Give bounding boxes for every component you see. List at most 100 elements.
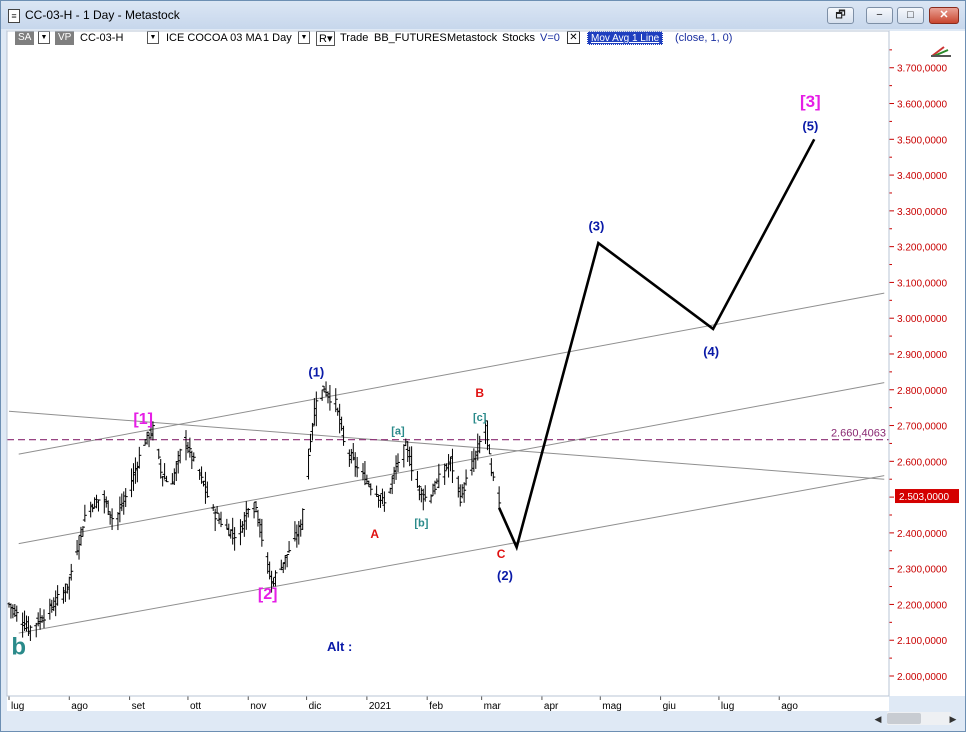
ohlc-bar <box>123 488 128 508</box>
x-tick-label: nov <box>250 701 266 712</box>
volume-label: V=0 <box>540 32 560 44</box>
ohlc-bar <box>156 448 161 460</box>
ohlc-bar <box>462 482 467 503</box>
ohlc-bar <box>396 453 400 473</box>
restore-button[interactable]: 🗗 <box>827 7 854 24</box>
title-bar[interactable]: ≡ CC-03-H - 1 Day - Metastock 🗗 − □ ✕ <box>1 1 965 29</box>
minimize-button[interactable]: − <box>866 7 893 24</box>
ohlc-bar <box>187 437 192 458</box>
ohlc-bar <box>450 448 455 483</box>
wave-label: [1] <box>133 411 153 428</box>
wave-label: Alt : <box>327 639 352 654</box>
ohlc-bar <box>374 485 379 497</box>
ohlc-bar <box>254 501 259 512</box>
x-tick-label: giu <box>663 701 676 712</box>
ohlc-bar <box>28 625 33 641</box>
plot-frame <box>6 30 890 697</box>
y-tick-label: 3.700,0000 <box>897 64 947 75</box>
x-tick-label: ago <box>71 701 88 712</box>
wave-label: [a] <box>391 425 405 437</box>
trend-line[interactable] <box>18 382 885 545</box>
ohlc-bar <box>341 425 346 446</box>
ohlc-bar <box>436 463 441 489</box>
y-tick-label: 3.000,0000 <box>897 314 947 325</box>
ohlc-bar <box>464 469 469 486</box>
ohlc-bar <box>178 448 183 464</box>
ohlc-bar <box>287 541 292 553</box>
ohlc-bar <box>382 491 387 512</box>
scroll-left-icon[interactable]: ◀ <box>874 714 882 724</box>
indicator-params: (close, 1, 0) <box>675 32 733 44</box>
y-tick-label: 3.400,0000 <box>897 171 947 182</box>
y-tick-label: 2.300,0000 <box>897 565 947 576</box>
trend-line[interactable] <box>18 475 885 634</box>
ohlc-bar <box>191 452 196 462</box>
ohlc-bar <box>314 391 319 427</box>
trend-line[interactable] <box>8 410 885 480</box>
wave-label: (3) <box>588 219 604 234</box>
horizontal-scrollbar[interactable] <box>887 712 951 725</box>
ohlc-bar <box>42 609 47 629</box>
scroll-thumb[interactable] <box>887 713 921 724</box>
ohlc-bar <box>110 508 115 530</box>
x-tick-label: apr <box>544 701 559 712</box>
x-tick-label: feb <box>429 701 443 712</box>
chart-toolbar: SA ▼ VP CC-03-H ▼ ICE COCOA 03 MA 1 Day … <box>7 30 889 48</box>
ohlc-bar <box>232 527 237 551</box>
maximize-button[interactable]: □ <box>897 7 924 24</box>
chart-tools-icon[interactable] <box>931 46 951 57</box>
price-scale-area <box>889 31 965 696</box>
app-label: Metastock <box>447 32 498 44</box>
ohlc-bar <box>205 481 210 498</box>
r-dropdown-label: R <box>319 33 327 45</box>
ohlc-bar <box>487 444 492 455</box>
wave-label: A <box>370 527 379 541</box>
ohlc-bar <box>432 480 437 495</box>
ohlc-bar <box>477 435 482 454</box>
ohlc-bar <box>82 504 87 522</box>
x-tick-label: lug <box>11 701 24 712</box>
scroll-right-icon[interactable]: ▶ <box>949 714 957 724</box>
ohlc-bar <box>69 563 74 581</box>
y-tick-label: 2.400,0000 <box>897 529 947 540</box>
vp-button[interactable]: VP <box>55 31 75 45</box>
y-tick-label: 3.500,0000 <box>897 135 947 146</box>
y-tick-label: 2.800,0000 <box>897 386 947 397</box>
source-label: BB_FUTURES <box>374 32 447 44</box>
ohlc-bar <box>80 526 85 537</box>
ohlc-bar <box>423 485 428 502</box>
sa-button[interactable]: SA <box>15 31 35 45</box>
ohlc-bar <box>164 475 169 483</box>
ohlc-bar <box>362 461 367 486</box>
wave-label: B <box>475 386 484 400</box>
wave-label: (5) <box>802 118 818 133</box>
mode-label: Trade <box>340 32 369 44</box>
period-label: 1 Day <box>263 32 292 44</box>
x-tick-label: mag <box>602 701 621 712</box>
symbol-label: CC-03-H <box>80 32 124 44</box>
ohlc-bar <box>55 585 60 606</box>
y-tick-label: 3.300,0000 <box>897 207 947 218</box>
projection-path[interactable] <box>497 138 816 552</box>
x-tick-label: mar <box>484 701 502 712</box>
wave-label: [3] <box>800 92 821 111</box>
ohlc-bar <box>491 471 496 482</box>
ohlc-bar <box>442 463 447 485</box>
ohlc-bar <box>158 458 163 479</box>
ohlc-bar <box>145 431 150 445</box>
close-button[interactable]: ✕ <box>929 7 959 24</box>
wave-label: b <box>11 634 26 661</box>
ohlc-bar <box>368 483 373 496</box>
y-tick-label: 3.600,0000 <box>897 100 947 111</box>
ohlc-bar <box>300 508 305 530</box>
ohlc-bar <box>409 446 414 481</box>
x-tick-label: set <box>132 701 146 712</box>
x-tick-label: ago <box>781 701 798 712</box>
ohlc-bar <box>417 485 422 501</box>
ohlc-bar <box>327 385 332 411</box>
trend-line[interactable] <box>18 292 885 455</box>
last-price-label: 2.503,0000 <box>899 492 949 503</box>
x-tick-label: 2021 <box>369 701 392 712</box>
